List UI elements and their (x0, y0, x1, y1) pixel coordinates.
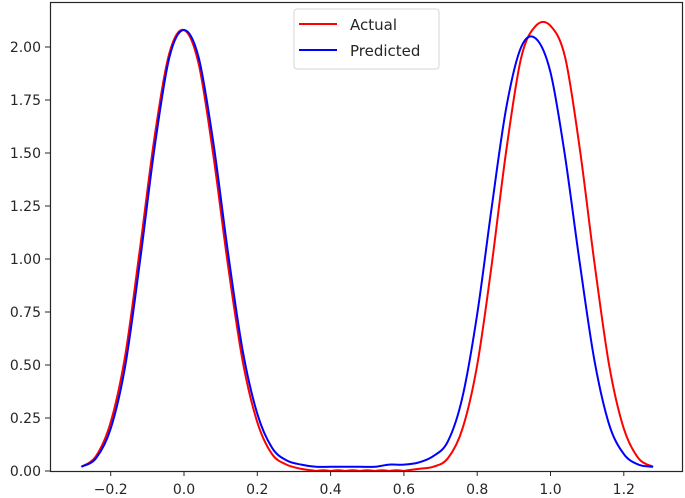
x-tick-label: 0.4 (319, 482, 341, 498)
y-tick-label: 1.00 (10, 252, 41, 268)
x-tick-label: 1.2 (613, 482, 635, 498)
plot-curves (80, 20, 654, 473)
series-line-actual (80, 20, 654, 473)
y-tick-label: 1.50 (10, 146, 41, 162)
y-tick-label: 0.75 (10, 305, 41, 321)
x-axis: −0.2 0.0 0.2 0.4 0.6 0.8 1.0 1.2 (94, 471, 635, 498)
y-axis: 0.00 0.25 0.50 0.75 1.00 1.25 1.50 1.75 2.00 (10, 40, 51, 480)
legend-label-predicted: Predicted (350, 42, 420, 60)
legend: Actual Predicted (293, 8, 440, 70)
y-tick-label: 1.25 (10, 199, 41, 215)
x-tick-label: 0.2 (246, 482, 268, 498)
y-tick-label: 0.50 (10, 358, 41, 374)
y-tick-label: 1.75 (10, 93, 41, 109)
series-line-predicted (80, 28, 654, 468)
legend-label-actual: Actual (350, 16, 397, 34)
x-tick-label: 0.8 (466, 482, 488, 498)
y-tick-label: 2.00 (10, 40, 41, 56)
x-tick-label: −0.2 (94, 482, 128, 498)
x-tick-label: 0.0 (173, 482, 195, 498)
x-tick-label: 1.0 (539, 482, 561, 498)
y-tick-label: 0.00 (10, 464, 41, 480)
x-tick-label: 0.6 (393, 482, 415, 498)
plot-frame (49, 1, 684, 473)
y-tick-label: 0.25 (10, 411, 41, 427)
